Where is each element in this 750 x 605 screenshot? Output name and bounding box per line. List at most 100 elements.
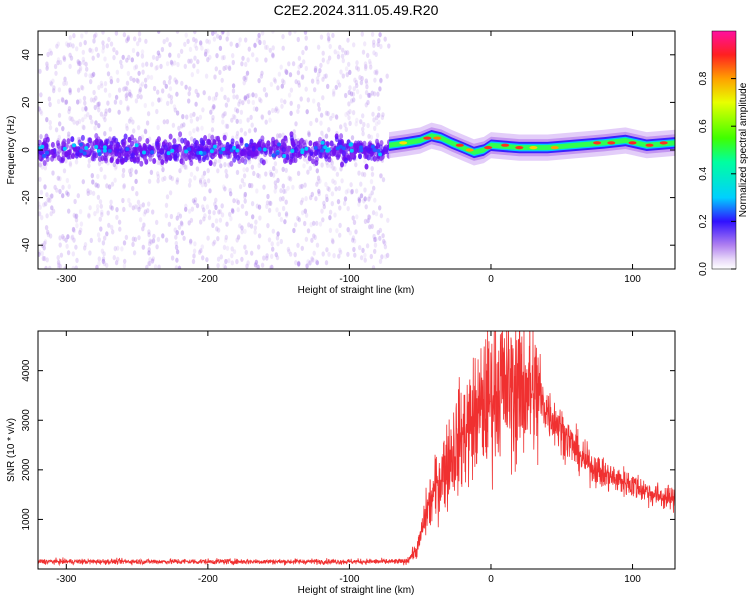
noise-speck: [45, 61, 49, 67]
noise-speck: [46, 51, 50, 58]
noise-speck: [378, 86, 382, 92]
snr-frame: [37, 330, 676, 570]
noise-speck: [196, 92, 200, 98]
noise-speck: [101, 44, 106, 50]
noise-speck: [76, 60, 81, 67]
noise-speck: [128, 202, 132, 208]
noise-core-speck: [317, 143, 322, 150]
signal-hotspot: [628, 141, 637, 145]
noise-speck: [161, 88, 165, 94]
noise-core-speck: [157, 154, 162, 161]
noise-speck: [64, 80, 69, 86]
noise-speck: [189, 58, 193, 64]
noise-speck: [315, 168, 319, 174]
noise-speck: [333, 166, 337, 172]
noise-speck: [129, 167, 134, 173]
noise-speck: [58, 242, 62, 248]
noise-speck: [49, 81, 54, 87]
noise-speck: [224, 102, 229, 108]
noise-speck: [332, 90, 336, 96]
noise-core-speck: [70, 136, 75, 143]
noise-speck: [302, 59, 306, 65]
noise-hot-speck: [349, 142, 354, 147]
noise-core-speck: [139, 160, 144, 167]
noise-core-speck: [64, 151, 69, 158]
noise-core-speck: [239, 136, 244, 143]
noise-speck: [304, 236, 309, 242]
noise-speck: [138, 217, 143, 223]
noise-speck: [187, 208, 192, 214]
y-tick-label: 40: [21, 49, 32, 61]
colorbar-tick-label: 0.6: [698, 119, 709, 133]
noise-speck: [386, 217, 390, 223]
noise-speck: [168, 174, 172, 180]
noise-speck: [137, 70, 141, 76]
noise-speck: [42, 202, 46, 208]
noise-speck: [384, 254, 388, 260]
noise-speck: [186, 38, 190, 45]
noise-speck: [56, 41, 60, 47]
noise-speck: [244, 249, 248, 255]
noise-speck: [192, 248, 197, 254]
noise-speck: [352, 246, 356, 253]
noise-speck: [64, 237, 68, 243]
noise-speck: [296, 103, 301, 110]
noise-speck: [147, 261, 151, 267]
noise-speck: [121, 167, 126, 174]
noise-speck: [178, 213, 183, 219]
signal-hotspot: [659, 141, 668, 145]
noise-speck: [324, 110, 329, 116]
noise-speck: [48, 120, 52, 126]
noise-speck: [203, 182, 208, 188]
noise-speck: [126, 36, 130, 42]
noise-speck: [344, 126, 348, 132]
noise-speck: [169, 213, 174, 220]
noise-hot-speck: [275, 151, 280, 156]
noise-speck: [314, 65, 318, 71]
noise-speck: [202, 207, 206, 213]
noise-speck: [387, 43, 391, 49]
noise-hot-speck: [40, 144, 45, 149]
noise-speck: [128, 91, 132, 97]
noise-core-speck: [112, 139, 117, 146]
noise-speck: [187, 91, 191, 97]
noise-speck: [249, 114, 253, 120]
noise-core-speck: [105, 138, 110, 145]
noise-speck: [326, 111, 330, 117]
noise-speck: [269, 81, 274, 87]
y-tick-label: 4000: [21, 359, 32, 382]
noise-speck: [149, 62, 154, 68]
noise-speck: [379, 78, 383, 84]
noise-speck: [274, 184, 278, 190]
noise-speck: [204, 73, 209, 79]
noise-hot-speck: [232, 145, 237, 150]
noise-hot-speck: [166, 151, 171, 156]
noise-speck: [43, 239, 48, 245]
noise-speck: [196, 59, 200, 65]
noise-speck: [299, 62, 303, 69]
noise-speck: [184, 206, 188, 212]
noise-hot-speck: [282, 154, 287, 158]
noise-speck: [58, 263, 62, 269]
noise-speck: [284, 68, 288, 74]
noise-speck: [310, 256, 314, 262]
noise-speck: [86, 188, 90, 194]
signal-hotspot: [501, 143, 510, 147]
noise-speck: [348, 230, 352, 236]
noise-speck: [151, 209, 155, 215]
noise-speck: [91, 71, 96, 77]
noise-speck: [269, 171, 273, 177]
noise-speck: [257, 32, 261, 39]
noise-speck: [132, 250, 137, 256]
noise-speck: [238, 184, 243, 190]
noise-speck: [56, 259, 61, 265]
noise-speck: [247, 222, 251, 228]
noise-speck: [141, 202, 145, 208]
noise-speck: [253, 127, 257, 133]
noise-speck: [376, 41, 380, 48]
noise-speck: [376, 229, 380, 236]
noise-speck: [116, 77, 120, 83]
noise-speck: [189, 113, 193, 119]
noise-speck: [184, 84, 188, 90]
noise-speck: [333, 212, 337, 218]
